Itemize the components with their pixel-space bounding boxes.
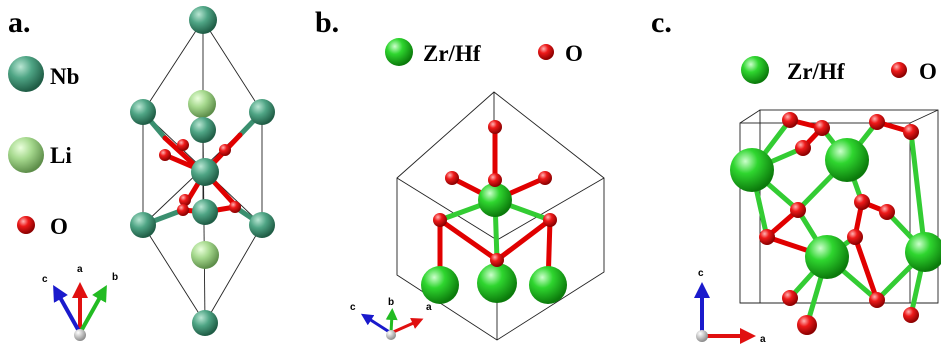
zr-hf-atom	[477, 263, 517, 303]
o-atom	[490, 253, 504, 267]
o-atom	[795, 140, 811, 156]
o-atom	[219, 144, 231, 156]
axis-origin	[696, 330, 708, 342]
nb-atom	[249, 212, 275, 238]
o-atom	[814, 120, 830, 136]
axis-label-c: c	[698, 268, 704, 279]
axis-b-arrow	[78, 285, 107, 334]
o-atom	[782, 112, 798, 128]
o-atom-swatch	[891, 62, 907, 78]
o-atom	[538, 171, 552, 185]
zr-hf-atom-swatch	[741, 56, 769, 84]
zr-hf-atom	[421, 266, 459, 304]
panel-c-atoms	[730, 112, 941, 335]
nb-atom	[192, 199, 218, 225]
o-atom	[543, 213, 557, 227]
zr-hf-atom	[805, 235, 849, 279]
o-atom	[797, 315, 817, 335]
axis-b-arrow	[385, 308, 398, 334]
o-atom	[903, 124, 919, 140]
o-atom	[879, 204, 895, 220]
legend-item-li: Li	[8, 137, 72, 173]
o-atom	[869, 292, 885, 308]
legend-item-o: O	[17, 214, 68, 239]
li-atom	[191, 241, 219, 269]
legend-label-zr-hf: Zr/Hf	[787, 59, 845, 84]
o-atom	[177, 139, 189, 151]
legend-label-zr-hf: Zr/Hf	[423, 41, 481, 66]
panel-a-legend: Nb Li O	[8, 56, 79, 239]
axis-origin	[74, 329, 86, 341]
zr-hf-atom	[529, 266, 567, 304]
panel-c-letter: c.	[651, 6, 672, 39]
legend-label-li: Li	[50, 143, 72, 168]
panel-a-letter: a.	[8, 6, 31, 39]
axis-label-c: c	[350, 302, 356, 313]
panel-a: a. Nb Li O	[8, 6, 275, 341]
legend-label-nb: Nb	[50, 64, 79, 89]
axis-c-arrow	[53, 285, 82, 334]
axis-label-b: b	[388, 297, 394, 308]
o-atom	[445, 171, 459, 185]
o-atom	[903, 307, 919, 323]
zr-hf-atom	[825, 138, 869, 182]
panel-b-axis-triad: c b a	[350, 297, 432, 340]
o-atom-swatch	[17, 216, 35, 234]
o-atom	[869, 114, 885, 130]
axis-label-c: c	[42, 274, 48, 285]
axis-label-b: b	[112, 272, 118, 283]
legend-label-o: O	[50, 214, 68, 239]
zr-hf-atom-swatch	[385, 38, 413, 66]
nb-atom	[190, 117, 216, 143]
o-atom	[488, 173, 502, 187]
panel-c-legend: Zr/Hf O	[741, 56, 937, 84]
o-atom	[854, 194, 870, 210]
o-atom	[433, 213, 447, 227]
o-atom-swatch	[538, 44, 554, 60]
axis-label-a: a	[426, 302, 432, 313]
o-atom	[159, 149, 171, 161]
li-atom	[188, 90, 216, 118]
nb-atom	[249, 99, 275, 125]
panel-c: c. Zr/Hf O	[651, 6, 941, 345]
nb-atom-swatch	[8, 56, 44, 92]
axis-a-arrow	[390, 317, 424, 335]
o-atom	[488, 120, 502, 134]
zr-hf-atom	[730, 148, 774, 192]
o-atom	[179, 194, 191, 206]
zr-hf-atom	[905, 232, 941, 272]
zr-hf-atom	[478, 183, 512, 217]
nb-atom	[130, 212, 156, 238]
nb-atom	[130, 99, 156, 125]
o-atom	[847, 229, 863, 245]
panel-b: b. Zr/Hf O	[315, 6, 605, 341]
panel-a-axis-triad: c a b	[42, 264, 118, 341]
nb-atom	[189, 6, 217, 34]
panel-b-letter: b.	[315, 6, 339, 39]
o-atom	[229, 201, 241, 213]
nb-atom	[191, 158, 219, 186]
axis-c-arrow	[360, 313, 392, 335]
legend-item-nb: Nb	[8, 56, 79, 92]
legend-label-o: O	[919, 59, 937, 84]
panel-a-atoms	[130, 6, 275, 336]
o-atom	[790, 202, 806, 218]
o-atom	[782, 290, 798, 306]
legend-label-o: O	[565, 41, 583, 66]
li-atom-swatch	[8, 137, 44, 173]
axis-label-a: a	[760, 334, 766, 345]
axis-label-a: a	[77, 264, 83, 275]
o-atom	[759, 229, 775, 245]
axis-origin	[386, 330, 396, 340]
o-atom	[177, 204, 189, 216]
panel-c-axis-triad: c a	[694, 268, 766, 345]
nb-atom	[192, 310, 218, 336]
panel-b-legend: Zr/Hf O	[385, 38, 583, 66]
panel-b-atoms	[421, 120, 567, 304]
